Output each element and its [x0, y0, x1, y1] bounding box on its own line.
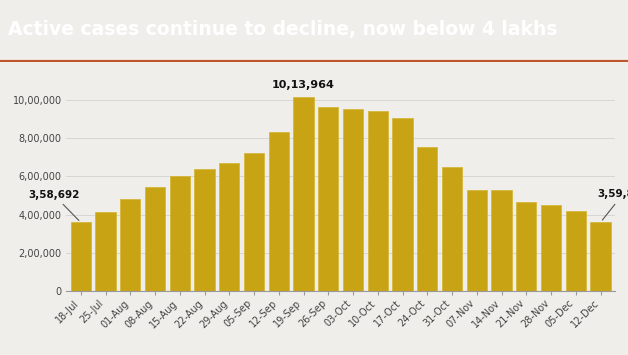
Bar [392, 118, 413, 291]
Bar [516, 202, 536, 291]
Bar [442, 167, 462, 291]
Bar [492, 190, 512, 291]
Bar [541, 205, 561, 291]
Bar [95, 212, 116, 291]
Bar [417, 147, 438, 291]
Bar [244, 153, 264, 291]
Text: 10,13,964: 10,13,964 [272, 80, 335, 90]
Bar [120, 199, 141, 291]
Bar [145, 187, 165, 291]
Bar [343, 109, 363, 291]
Bar [293, 97, 314, 291]
Bar [219, 163, 239, 291]
Text: 3,59,819: 3,59,819 [597, 189, 628, 220]
Text: 3,58,692: 3,58,692 [28, 190, 79, 220]
Bar [566, 211, 586, 291]
Bar [467, 190, 487, 291]
Bar [170, 176, 190, 291]
Bar [269, 132, 289, 291]
Bar [367, 111, 388, 291]
Bar [195, 169, 215, 291]
Text: Active cases continue to decline, now below 4 lakhs: Active cases continue to decline, now be… [8, 20, 557, 39]
Bar [590, 222, 611, 291]
Bar [70, 223, 91, 291]
Bar [318, 107, 338, 291]
